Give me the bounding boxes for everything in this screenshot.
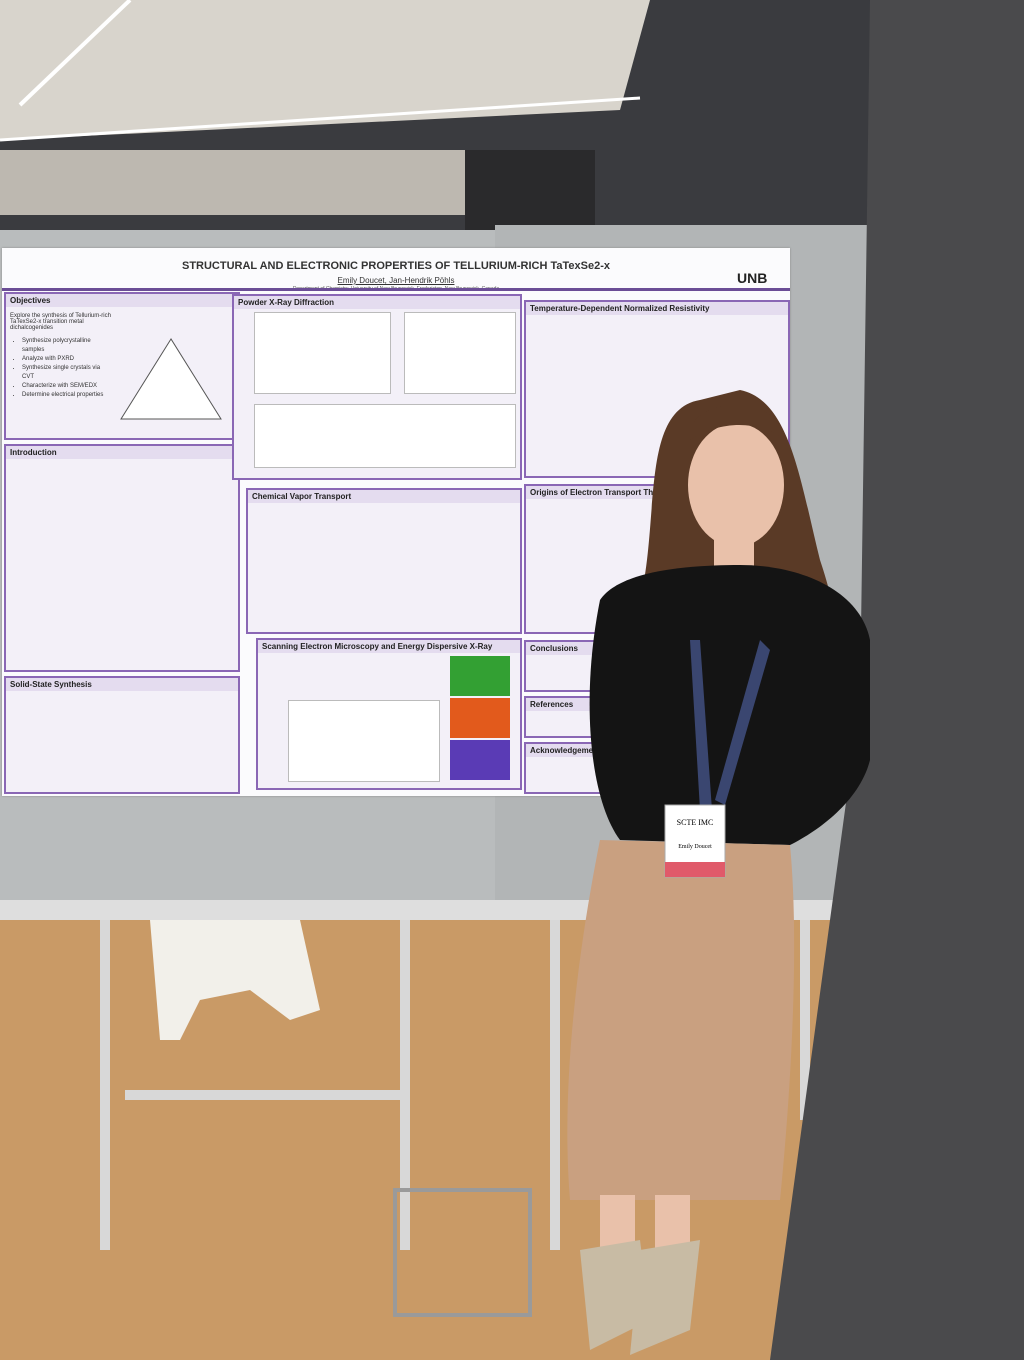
pillar [465, 150, 595, 230]
skirt [567, 840, 795, 1200]
solid-state-panel: Solid-State Synthesis [4, 676, 240, 794]
stand-leg [400, 920, 410, 1250]
face [688, 423, 784, 547]
plot [254, 312, 391, 394]
sem-panel: Scanning Electron Microscopy and Energy … [256, 638, 522, 790]
map [450, 656, 510, 696]
logo: UNB [737, 270, 768, 286]
heading: Objectives [6, 294, 238, 307]
hair-top [690, 404, 785, 440]
plot [404, 312, 516, 394]
heading: Introduction [6, 446, 238, 459]
top [589, 565, 870, 845]
item: Analyze with PXRD [22, 355, 112, 364]
light-strip [18, 0, 132, 107]
ceiling-panel [0, 0, 650, 140]
felt-wall [770, 0, 1024, 1360]
light-strip [0, 96, 641, 142]
badge-name: Emily Doucet [678, 844, 712, 850]
introduction-panel: Introduction [4, 444, 240, 672]
stand-leg [100, 920, 110, 1250]
objectives-panel: Objectives Explore the synthesis of Tell… [4, 292, 240, 440]
cvt-panel: Chemical Vapor Transport [246, 488, 522, 634]
shoe [630, 1240, 700, 1355]
heading: Solid-State Synthesis [6, 678, 238, 691]
heading: Chemical Vapor Transport [248, 490, 520, 503]
poster-title: STRUCTURAL AND ELECTRONIC PROPERTIES OF … [181, 260, 610, 272]
badge-stripe [665, 862, 725, 877]
item: Synthesize polycrystalline samples [22, 337, 112, 355]
pxrd-panel: Powder X-Ray Diffraction [232, 294, 522, 480]
text: Explore the synthesis of Tellurium-rich … [10, 313, 111, 331]
map [450, 698, 510, 738]
heading: Temperature-Dependent Normalized Resisti… [526, 302, 788, 315]
stand-leg [800, 920, 810, 1120]
item: Determine electrical properties [22, 391, 112, 400]
shoe [580, 1240, 650, 1350]
poster-authors: Emily Doucet, Jan-Hendrik Pöhls [337, 276, 455, 285]
item: Characterize with SEM/EDX [22, 382, 112, 391]
list: Synthesize polycrystalline samples Analy… [16, 337, 112, 400]
badge-event: SCTE IMC [677, 818, 714, 827]
stand-leg [550, 920, 560, 1250]
plot [254, 404, 516, 468]
ceiling-panel [0, 150, 470, 215]
floor-hatch [393, 1188, 532, 1317]
stand-bar [125, 1090, 410, 1100]
map [450, 740, 510, 780]
item: Synthesize single crystals via CVT [22, 364, 112, 382]
lanyard [690, 640, 770, 810]
heading: Scanning Electron Microscopy and Energy … [258, 640, 520, 653]
ternary-diagram [120, 338, 222, 420]
plot [288, 700, 440, 782]
person-behind [150, 920, 320, 1040]
heading: Powder X-Ray Diffraction [234, 296, 520, 309]
divider [2, 288, 790, 291]
